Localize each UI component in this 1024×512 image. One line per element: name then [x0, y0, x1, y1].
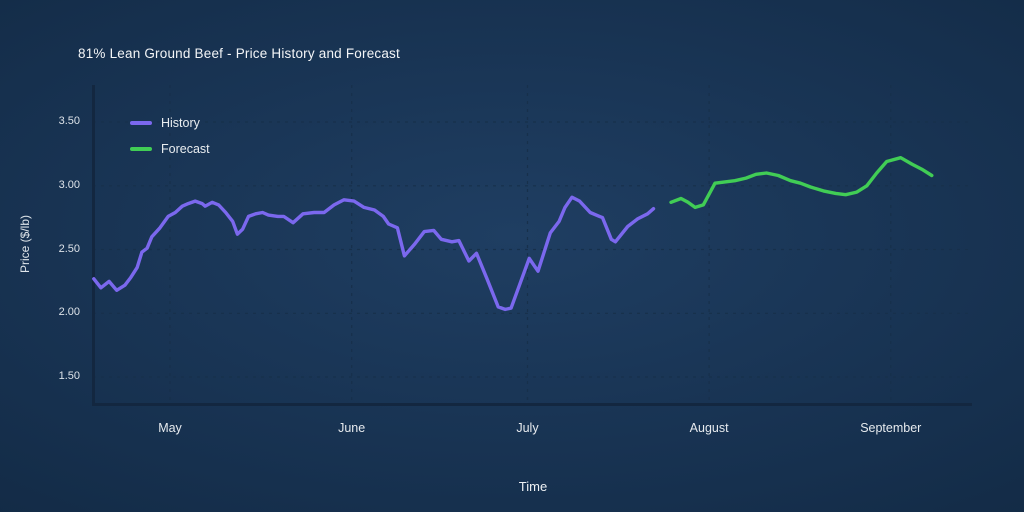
chart-title: 81% Lean Ground Beef - Price History and… — [78, 46, 400, 61]
history-line — [92, 195, 656, 312]
x-tick-label: August — [689, 421, 729, 435]
x-tick-label: June — [338, 421, 366, 435]
legend-item-forecast: Forecast — [130, 136, 210, 162]
y-tick-label: 2.50 — [58, 242, 80, 255]
y-tick-label: 1.50 — [58, 370, 80, 382]
forecast-line-swatch — [130, 147, 152, 151]
y-axis-title: Price ($/lb) — [18, 214, 32, 274]
x-axis-title: Time — [518, 479, 548, 494]
y-tick-label: 3.50 — [58, 115, 80, 127]
forecast-line — [669, 155, 934, 210]
y-tick-label: 2.00 — [58, 306, 80, 319]
legend-label-forecast: Forecast — [161, 142, 210, 156]
legend-label-history: History — [161, 116, 200, 130]
x-tick-label: July — [516, 421, 539, 435]
x-tick-label: May — [158, 421, 182, 435]
legend-item-history: History — [130, 110, 210, 136]
legend: History Forecast — [130, 110, 210, 162]
history-line-swatch — [130, 121, 152, 125]
x-tick-label: September — [860, 421, 922, 435]
y-tick-label: 3.00 — [58, 178, 80, 191]
